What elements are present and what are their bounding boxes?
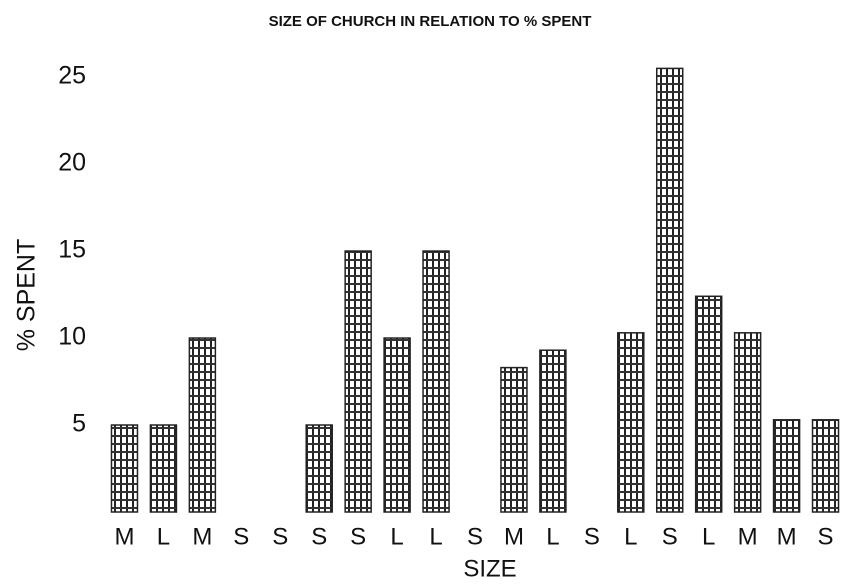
y-axis-label: % SPENT [13,239,41,352]
bar [617,332,645,513]
x-tick-label: S [818,523,834,550]
y-tick-label: 15 [58,236,86,264]
x-tick-label: S [662,523,678,550]
x-tick-label: M [738,523,758,550]
x-tick-label: L [702,523,715,550]
chart-title: SIZE OF CHURCH IN RELATION TO % SPENT [269,13,592,30]
y-tick-label: 10 [58,323,86,351]
bar [344,250,372,513]
x-tick-label: S [233,523,249,550]
bar [110,424,139,513]
bar [188,337,217,513]
bar [149,424,178,513]
bar [772,419,801,513]
x-tick-label: L [624,523,637,550]
bar [694,295,723,513]
x-tick-label: L [390,523,403,550]
bar [733,332,762,513]
y-tick-label: 5 [72,410,86,438]
x-tick-label: S [311,523,327,550]
x-axis-label: SIZE [463,555,516,582]
x-tick-label: S [350,523,366,550]
bar [811,419,840,513]
x-tick-label: S [584,523,600,550]
x-tick-label: M [114,523,134,550]
bar [500,366,528,513]
y-tick-label: 25 [58,62,86,90]
bar [655,67,684,513]
x-tick-label: S [467,523,483,550]
x-tick-label: L [546,523,559,550]
x-tick-label: M [504,523,524,550]
bar [539,349,567,513]
x-tick-label: M [192,523,212,550]
y-tick-label: 20 [58,149,86,177]
x-tick-label: S [272,523,288,550]
x-tick-label: L [157,523,170,550]
bar [422,250,450,513]
x-tick-label: M [777,523,797,550]
bar [383,337,411,513]
x-tick-label: L [429,523,442,550]
bar [305,424,333,513]
